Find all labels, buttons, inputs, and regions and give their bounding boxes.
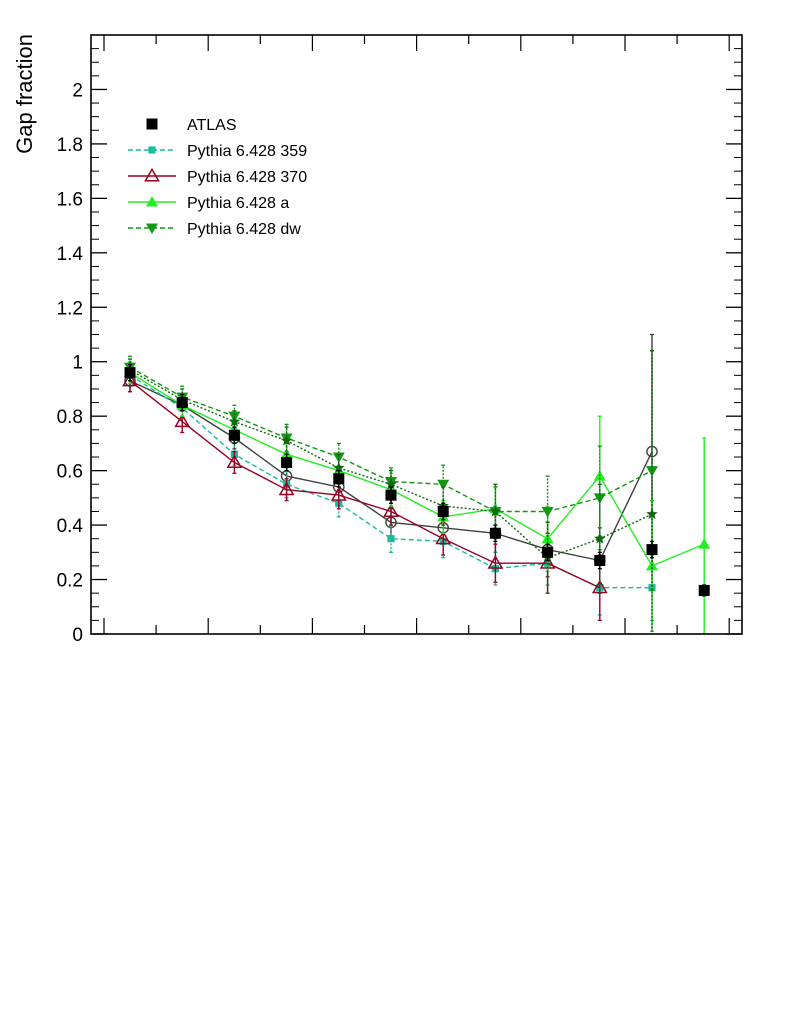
data-point [541,506,554,518]
series-line [129,374,652,589]
series-pythia-6-428-370 [122,369,608,622]
data-point [435,530,452,545]
data-point [124,367,136,379]
legend-marker [146,223,158,234]
data-point [228,429,240,441]
data-point [487,555,504,569]
data-point [542,546,554,558]
legend-label: Pythia 6.428 359 [187,143,307,160]
data-point [437,479,450,491]
series-layer [122,333,711,634]
axis-layer: 0 0.2 0.4 0.6 0.8 1 1.2 1.4 1.6 1.8 2 [57,35,742,646]
legend-marker [148,146,156,154]
data-point [226,454,243,469]
data-point [383,503,399,518]
data-point [387,535,395,543]
data-point [333,461,345,473]
data-point [228,415,241,427]
y-tick-label: 1 [72,353,83,374]
data-point [281,456,293,468]
data-point [280,434,293,446]
data-point [489,527,501,539]
legend-entry: ATLAS [146,117,237,134]
data-point [385,489,397,501]
legend-label: Pythia 6.428 a [187,195,289,212]
data-point [437,505,449,517]
legend-marker [146,118,158,130]
series-line [129,380,601,589]
legend-entry: Pythia 6.428 370 [128,167,307,186]
legend: ATLAS Pythia 6.428 359 Pythia 6.428 370 Pyt… [128,117,307,238]
legend-marker [144,167,160,182]
y-tick-label: 0 [72,625,83,646]
data-point [646,466,658,477]
data-point [330,487,347,501]
data-point [698,584,710,596]
data-point [122,372,138,387]
legend-label: Pythia 6.428 dw [187,221,301,238]
data-point [646,544,658,556]
legend-entry: Pythia 6.428 dw [128,221,301,238]
data-point [594,532,606,544]
y-tick-label: 0.2 [57,571,83,592]
y-tick-label: 1.4 [57,244,84,265]
data-point [278,481,295,496]
y-axis-title: Gap fraction [12,34,37,154]
y-tick-label: 1.2 [57,298,83,319]
y-tick-label: 0.4 [57,516,84,537]
y-tick-label: 1.8 [57,135,83,156]
series-atlas [124,363,710,597]
y-tick-label: 0.8 [57,407,83,428]
legend-entry: Pythia 6.428 a [128,195,289,212]
data-point [646,508,658,520]
data-point [332,452,345,464]
series-line [129,372,705,567]
data-point [333,473,345,485]
data-point [176,397,188,409]
legend-label: ATLAS [187,117,237,134]
data-point [698,538,711,549]
data-point [489,505,502,517]
data-point [385,478,397,490]
data-point [594,554,606,566]
y-tick-label: 0.6 [57,462,83,483]
y-tick-label: 2 [72,80,83,101]
series-line [129,366,653,513]
legend-label: Pythia 6.428 370 [187,169,307,186]
legend-entry: Pythia 6.428 359 [128,143,307,160]
data-point [174,413,191,428]
legend-marker [146,196,158,207]
y-tick-label: 1.6 [57,189,83,210]
